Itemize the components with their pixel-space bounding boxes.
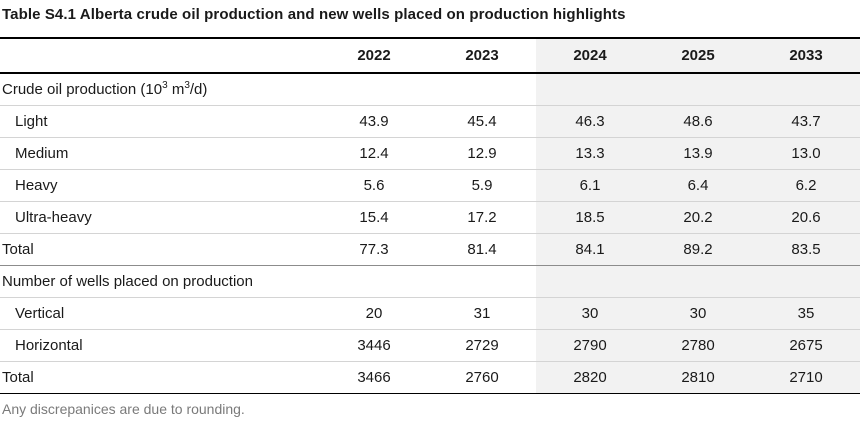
cell-value: 18.5	[536, 201, 644, 234]
row-label: Medium	[0, 137, 320, 170]
cell-value: 13.3	[536, 137, 644, 170]
cell-value: 2790	[536, 329, 644, 362]
cell-value: 17.2	[428, 201, 536, 234]
cell-value: 2675	[752, 329, 860, 362]
cell-value: 5.6	[320, 169, 428, 202]
cell-value: 6.4	[644, 169, 752, 202]
cell-value: 2810	[644, 361, 752, 394]
cell-value: 12.9	[428, 137, 536, 170]
section-header-row: Crude oil production (103 m3/d)	[0, 73, 860, 106]
table-row: Heavy 5.6 5.9 6.1 6.4 6.2	[0, 169, 860, 202]
header-blank	[0, 37, 320, 74]
cell-value: 30	[644, 297, 752, 330]
cell-value: 48.6	[644, 105, 752, 138]
cell-value: 20	[320, 297, 428, 330]
cell-value: 77.3	[320, 233, 428, 266]
total-label: Total	[0, 233, 320, 266]
row-label: Light	[0, 105, 320, 138]
cell-value: 13.0	[752, 137, 860, 170]
cell-value: 12.4	[320, 137, 428, 170]
row-label: Vertical	[0, 297, 320, 330]
table-title: Table S4.1 Alberta crude oil production …	[2, 6, 626, 23]
cell-value: 2780	[644, 329, 752, 362]
cell-value: 46.3	[536, 105, 644, 138]
total-label: Total	[0, 361, 320, 394]
total-row: Total 3466 2760 2820 2810 2710	[0, 361, 860, 394]
cell-value: 45.4	[428, 105, 536, 138]
cell-value: 83.5	[752, 233, 860, 266]
cell-value: 2729	[428, 329, 536, 362]
cell-value: 30	[536, 297, 644, 330]
row-label: Horizontal	[0, 329, 320, 362]
cell-value: 31	[428, 297, 536, 330]
table-row: Medium 12.4 12.9 13.3 13.9 13.0	[0, 137, 860, 170]
production-table: 2022 2023 2024 2025 2033 Crude oil produ…	[0, 37, 860, 394]
cell-value: 20.2	[644, 201, 752, 234]
cell-value: 43.9	[320, 105, 428, 138]
section-label-wells: Number of wells placed on production	[0, 265, 320, 298]
cell-value: 6.1	[536, 169, 644, 202]
cell-value: 2710	[752, 361, 860, 394]
header-year: 2022	[320, 37, 428, 74]
cell-value: 3466	[320, 361, 428, 394]
cell-value: 15.4	[320, 201, 428, 234]
cell-value: 5.9	[428, 169, 536, 202]
cell-value: 20.6	[752, 201, 860, 234]
cell-value: 2760	[428, 361, 536, 394]
cell-value: 43.7	[752, 105, 860, 138]
section-header-row: Number of wells placed on production	[0, 265, 860, 298]
cell-value: 6.2	[752, 169, 860, 202]
cell-value: 2820	[536, 361, 644, 394]
table-row: Light 43.9 45.4 46.3 48.6 43.7	[0, 105, 860, 138]
cell-value: 81.4	[428, 233, 536, 266]
header-row: 2022 2023 2024 2025 2033	[0, 37, 860, 74]
footnote: Any discrepanices are due to rounding.	[2, 401, 245, 417]
section-label-crude-oil-production: Crude oil production (103 m3/d)	[0, 73, 320, 106]
cell-value: 13.9	[644, 137, 752, 170]
table-row: Vertical 20 31 30 30 35	[0, 297, 860, 330]
cell-value: 3446	[320, 329, 428, 362]
cell-value: 35	[752, 297, 860, 330]
header-year: 2033	[752, 37, 860, 74]
total-row: Total 77.3 81.4 84.1 89.2 83.5	[0, 233, 860, 266]
table-row: Ultra-heavy 15.4 17.2 18.5 20.2 20.6	[0, 201, 860, 234]
table-row: Horizontal 3446 2729 2790 2780 2675	[0, 329, 860, 362]
cell-value: 84.1	[536, 233, 644, 266]
cell-value: 89.2	[644, 233, 752, 266]
header-year: 2023	[428, 37, 536, 74]
row-label: Heavy	[0, 169, 320, 202]
header-year: 2025	[644, 37, 752, 74]
row-label: Ultra-heavy	[0, 201, 320, 234]
header-year: 2024	[536, 37, 644, 74]
